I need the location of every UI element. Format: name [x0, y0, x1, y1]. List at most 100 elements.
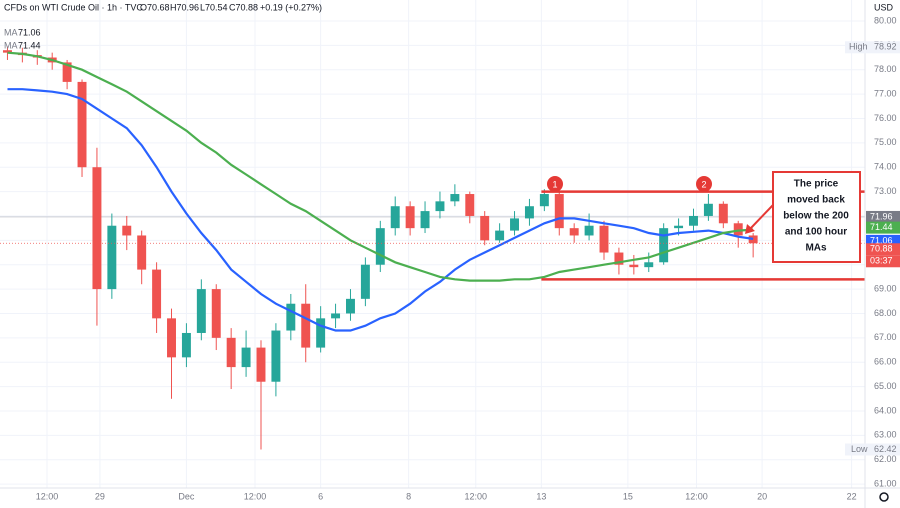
y-tick-label: 66.00 [874, 357, 897, 367]
reference-badge [866, 210, 900, 223]
candle-body [524, 206, 534, 219]
y-tick-label: 74.00 [874, 162, 897, 172]
annotation: The price moved back below the 200 and 1… [547, 171, 861, 263]
moving-average-line [7, 51, 754, 282]
candle-body [316, 318, 326, 348]
candle-body [435, 201, 445, 212]
marker-label: 2 [701, 179, 706, 189]
candle-body [137, 235, 147, 270]
x-tick-label: 12:00 [685, 491, 708, 501]
y-tick-label: 62.00 [874, 454, 897, 464]
candle-body [62, 62, 72, 82]
currency[interactable]: USD [874, 2, 894, 12]
candle-body [167, 318, 176, 358]
candle-body [495, 230, 505, 241]
candle-body [211, 289, 221, 338]
candle-body [77, 81, 87, 168]
y-tick-label: 78.00 [874, 64, 897, 74]
candle-body [241, 347, 251, 368]
candle-body [2, 50, 12, 53]
legend-ma-value: 71.44 [18, 40, 41, 50]
ma-badge-label: 71.06 [870, 235, 893, 245]
candle-body [420, 211, 430, 229]
y-tick-label: 77.00 [874, 88, 897, 98]
x-tick-label: 12:00 [36, 491, 59, 501]
candle-body [718, 203, 728, 224]
countdown-badge [866, 255, 900, 268]
candle-body [92, 167, 102, 290]
annotation-line: moved back [787, 195, 845, 206]
ma-badge-label: 71.44 [870, 222, 893, 232]
candle-body [301, 303, 311, 348]
arrow-head [745, 224, 755, 234]
candle-body [256, 347, 266, 382]
candle-body [614, 252, 624, 265]
candle-body [331, 313, 341, 319]
candle-body [539, 194, 549, 207]
ohlc-high: H70.96 [170, 2, 199, 12]
candle-body [629, 264, 639, 268]
y-tick-label: 80.00 [874, 15, 897, 25]
y-tick-label: 65.00 [874, 381, 897, 391]
y-tick-label: 68.00 [874, 308, 897, 318]
high-value: 78.92 [874, 42, 897, 52]
candle-body [405, 206, 415, 229]
y-tick-label: 76.00 [874, 113, 897, 123]
chart-title: CFDs on WTI Crude Oil · 1h · TVC [4, 2, 143, 12]
marker-label: 1 [552, 179, 557, 189]
candle-body [554, 194, 564, 229]
legend-ma-name: MA [4, 40, 18, 50]
low-value: 62.42 [874, 444, 897, 454]
candle-body [390, 206, 400, 229]
ma-badge [866, 221, 900, 234]
candle-body [689, 215, 698, 226]
candle-body [748, 235, 758, 244]
marker [696, 176, 712, 192]
candle-body [360, 264, 370, 299]
plot [0, 46, 865, 450]
countdown-label: 03:37 [870, 256, 893, 266]
x-tick-label: 8 [406, 491, 411, 501]
header: CFDs on WTI Crude Oil · 1h · TVC O70.68 … [4, 2, 894, 50]
settings-icon[interactable] [879, 492, 889, 502]
candle-body [196, 289, 206, 333]
axes: 61.00 62.00 63.00 64.00 65.00 66.00 67.00 68.00… [36, 15, 900, 501]
x-tick-label: 6 [318, 491, 323, 501]
candle-body [181, 332, 191, 358]
y-tick-label: 63.00 [874, 430, 897, 440]
high-name: High [849, 42, 868, 52]
candle-body [122, 225, 132, 236]
low-badge [845, 443, 900, 456]
annotation-box [772, 171, 861, 263]
ohlc-change: +0.19 (+0.27%) [260, 2, 322, 12]
candle-body [465, 194, 475, 216]
last-price-badge-label: 70.88 [870, 244, 893, 254]
y-tick-label: 69.00 [874, 283, 897, 293]
candle-body [510, 218, 519, 231]
candle-body [569, 228, 579, 236]
ohlc-close: C70.88 [229, 2, 258, 12]
ohlc-low: L70.54 [200, 2, 228, 12]
x-tick-label: 29 [95, 491, 105, 501]
candle-body [480, 215, 490, 241]
candle-body [703, 203, 713, 216]
y-tick-label: 73.00 [874, 186, 897, 196]
reference-badge-label: 71.96 [870, 211, 893, 221]
annotation-line: MAs [805, 243, 827, 254]
candle-body [226, 337, 236, 368]
candle-body [674, 225, 684, 229]
x-tick-label: 13 [536, 491, 546, 501]
x-tick-label: 22 [847, 491, 857, 501]
candle-body [599, 225, 609, 253]
legend-ma-value: 71.06 [18, 27, 41, 37]
annotation-line: and 100 hour [785, 227, 847, 238]
annotation-arrow [749, 204, 774, 230]
ohlc-open: O70.68 [140, 2, 170, 12]
y-tick-label: 61.00 [874, 478, 897, 488]
x-tick-label: 12:00 [244, 491, 267, 501]
moving-average-line [7, 88, 754, 332]
legend-ma-name: MA [4, 27, 18, 37]
candle-body [286, 303, 296, 331]
